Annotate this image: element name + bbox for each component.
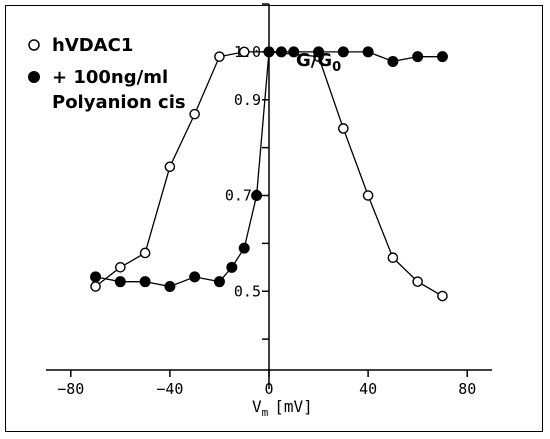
data-point-series-2	[213, 276, 225, 288]
data-point-series-2	[436, 51, 448, 63]
data-point-series-2	[412, 51, 424, 63]
legend-label-series-1: hVDAC1	[52, 35, 133, 56]
data-point-series-2	[275, 46, 287, 58]
legend-label-series-2-line-2: Polyanion cis	[52, 92, 186, 113]
data-point-series-2	[288, 46, 300, 58]
x-tick-label: −40	[156, 380, 183, 398]
data-point-series-2	[226, 261, 238, 273]
legend-marker-filled-circle	[28, 71, 40, 83]
axes-group: −80−40040801.00.90.700.5	[46, 3, 492, 398]
data-point-series-1	[189, 108, 200, 120]
data-point-series-1	[238, 46, 250, 58]
data-point-series-1	[412, 276, 423, 287]
x-tick-label: 80	[458, 380, 476, 398]
data-point-series-1	[214, 51, 225, 62]
legend: hVDAC1 + 100ng/ml Polyanion cis	[28, 35, 186, 113]
chart-frame	[5, 5, 543, 432]
data-point-series-2	[90, 271, 102, 283]
data-point-series-2	[387, 55, 399, 67]
data-point-series-1	[115, 262, 126, 273]
data-point-series-1	[362, 190, 374, 201]
y-tick-label: 0.5	[234, 282, 261, 300]
data-point-series-2	[251, 190, 263, 201]
legend-label-series-2-line-1: + 100ng/ml	[52, 67, 168, 88]
legend-marker-open-circle	[28, 39, 40, 51]
data-point-series-2	[189, 271, 201, 283]
data-point-series-1	[437, 290, 448, 302]
series-markers-group	[90, 46, 448, 302]
data-point-series-2	[139, 276, 151, 288]
data-point-series-1	[387, 252, 399, 264]
data-point-series-1	[139, 247, 151, 259]
x-axis-label: Vm [mV]	[252, 397, 313, 419]
series-line-1	[95, 51, 443, 297]
data-point-series-2	[164, 280, 176, 292]
data-point-series-1	[338, 123, 349, 134]
y-tick-label: 0.70	[225, 187, 261, 205]
x-tick-label: 0	[264, 380, 273, 398]
data-point-series-1	[164, 161, 176, 173]
data-point-series-2	[263, 46, 275, 58]
data-point-series-1	[90, 281, 101, 292]
x-tick-label: 40	[359, 380, 377, 398]
y-axis-label: G/G0	[296, 50, 341, 75]
data-point-series-2	[238, 242, 250, 254]
x-tick-label: −80	[57, 380, 84, 398]
data-point-series-2	[337, 46, 349, 58]
data-point-series-2	[114, 276, 126, 288]
data-point-series-2	[313, 46, 325, 58]
data-point-series-2	[362, 46, 374, 58]
y-tick-label: 0.9	[234, 91, 261, 109]
